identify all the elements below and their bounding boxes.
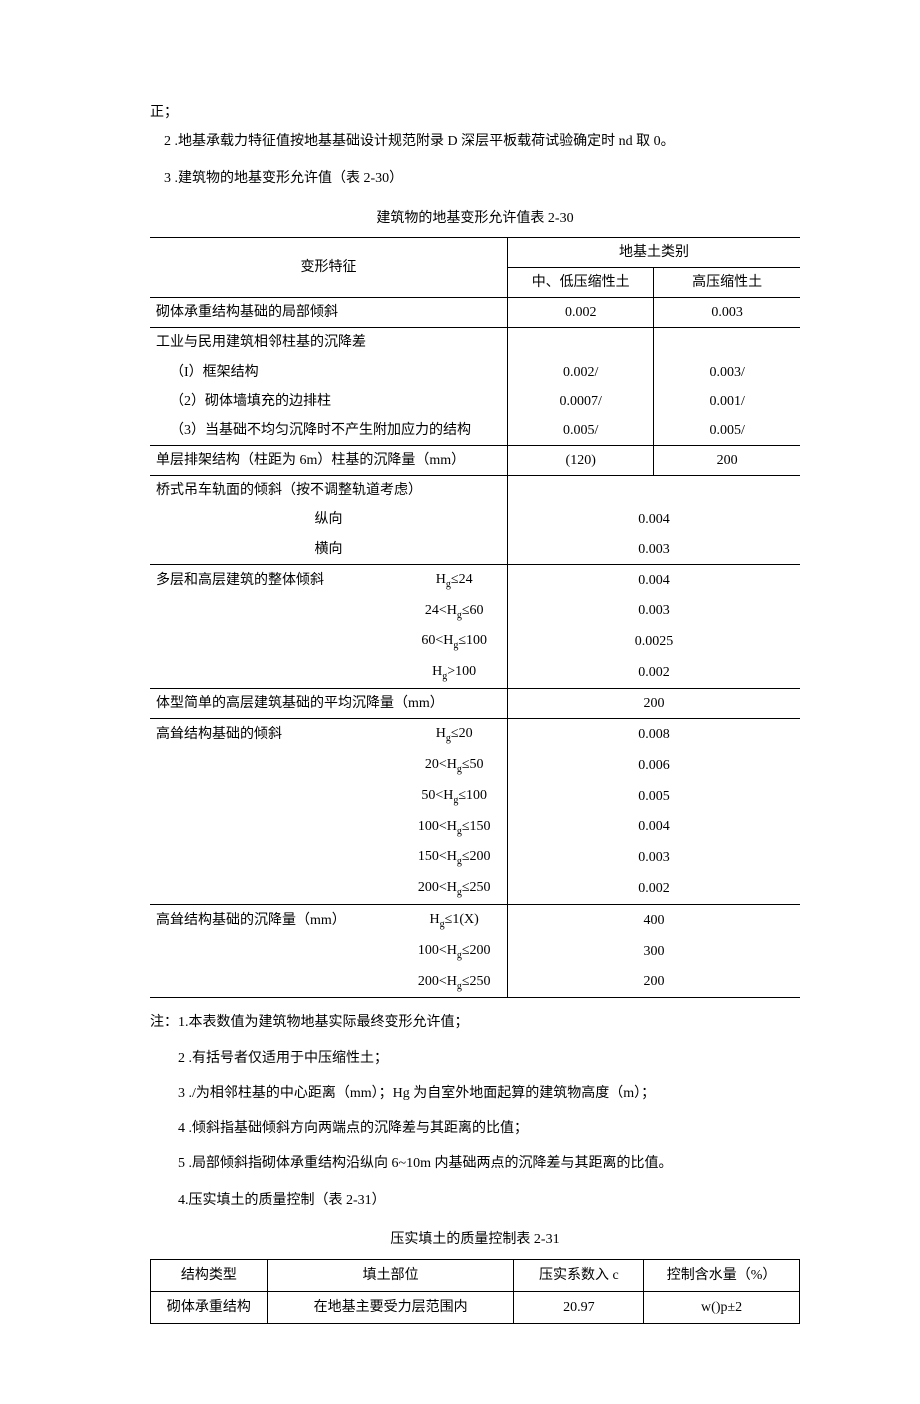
header-low-compress: 中、低压缩性土 bbox=[508, 267, 654, 297]
cell: 0.003 bbox=[508, 535, 800, 565]
row-simple-highrise: 体型简单的高层建筑基础的平均沉降量（mm） bbox=[150, 689, 508, 719]
cond: Hg≤24 bbox=[401, 564, 507, 595]
row-transverse: 横向 bbox=[150, 535, 508, 565]
cell bbox=[150, 873, 401, 904]
cell: 0.001/ bbox=[654, 387, 800, 416]
continuation-text: 正； bbox=[150, 100, 800, 125]
row-local-tilt: 砌体承重结构基础的局部倾斜 bbox=[150, 298, 508, 328]
cell: 0.004 bbox=[508, 812, 800, 843]
table-deformation: 变形特征 地基土类别 中、低压缩性土 高压缩性土 砌体承重结构基础的局部倾斜 0… bbox=[150, 237, 800, 999]
cell: 0.005/ bbox=[508, 416, 654, 446]
cell bbox=[150, 781, 401, 812]
cell: 200 bbox=[654, 446, 800, 476]
cell bbox=[508, 476, 800, 506]
row-longitudinal: 纵向 bbox=[150, 505, 508, 534]
header-structure-type: 结构类型 bbox=[151, 1259, 268, 1291]
cell bbox=[150, 967, 401, 998]
cond: 60<Hg≤100 bbox=[401, 626, 507, 657]
header-high-compress: 高压缩性土 bbox=[654, 267, 800, 297]
cell bbox=[150, 842, 401, 873]
row-tall-tilt: 高耸结构基础的倾斜 bbox=[150, 719, 401, 750]
cond: Hg≤1(X) bbox=[401, 904, 507, 935]
header-moisture-control: 控制含水量（%） bbox=[644, 1259, 800, 1291]
cond: 24<Hg≤60 bbox=[401, 596, 507, 627]
row-single-bent: 单层排架结构（柱距为 6m）柱基的沉降量（mm） bbox=[150, 446, 508, 476]
row-settlement-diff-title: 工业与民用建筑相邻柱基的沉降差 bbox=[150, 328, 508, 358]
cell bbox=[150, 626, 401, 657]
cell: 200 bbox=[508, 689, 800, 719]
cell: 0.002 bbox=[508, 873, 800, 904]
cell: 0.002/ bbox=[508, 358, 654, 387]
cell bbox=[150, 657, 401, 688]
header-fill-location: 填土部位 bbox=[267, 1259, 514, 1291]
paragraph-2: 2 .地基承载力特征值按地基基础设计规范附录 D 深层平板载荷试验确定时 nd … bbox=[150, 129, 800, 154]
note-5: 5 .局部倾斜指砌体承重结构沿纵向 6~10m 内基础两点的沉降差与其距离的比值… bbox=[150, 1151, 800, 1176]
header-soil-category: 地基土类别 bbox=[508, 237, 800, 267]
note-4: 4 .倾斜指基础倾斜方向两端点的沉降差与其距离的比值； bbox=[150, 1116, 800, 1141]
cell: 0.0025 bbox=[508, 626, 800, 657]
cond: Hg≤20 bbox=[401, 719, 507, 750]
note-2: 2 .有括号者仅适用于中压缩性土； bbox=[150, 1046, 800, 1071]
cond: 100<Hg≤150 bbox=[401, 812, 507, 843]
row-no-stress: （3）当基础不均匀沉降时不产生附加应力的结构 bbox=[150, 416, 508, 446]
cond: 20<Hg≤50 bbox=[401, 750, 507, 781]
cell: 0.002 bbox=[508, 298, 654, 328]
cell: 400 bbox=[508, 904, 800, 935]
cell-structure-type: 砌体承重结构 bbox=[151, 1291, 268, 1323]
header-deform: 变形特征 bbox=[150, 237, 508, 297]
row-tall-settlement: 高耸结构基础的沉降量（mm） bbox=[150, 904, 401, 935]
cell-moisture: w()p±2 bbox=[644, 1291, 800, 1323]
cond: 200<Hg≤250 bbox=[401, 967, 507, 998]
paragraph-3: 3 .建筑物的地基变形允许值（表 2-30） bbox=[150, 166, 800, 191]
cell: 0.002 bbox=[508, 657, 800, 688]
cell: 0.003/ bbox=[654, 358, 800, 387]
row-crane-tilt-title: 桥式吊车轨面的倾斜（按不调整轨道考虑） bbox=[150, 476, 508, 506]
cell: 0.003 bbox=[654, 298, 800, 328]
cond: 200<Hg≤250 bbox=[401, 873, 507, 904]
cell: 200 bbox=[508, 967, 800, 998]
cell: (120) bbox=[508, 446, 654, 476]
row-wall-fill: （2）砌体墙填充的边排柱 bbox=[150, 387, 508, 416]
table-compaction: 结构类型 填土部位 压实系数入 c 控制含水量（%） 砌体承重结构 在地基主要受… bbox=[150, 1259, 800, 1324]
cell bbox=[150, 596, 401, 627]
cell bbox=[150, 936, 401, 967]
cell: 0.005 bbox=[508, 781, 800, 812]
cell bbox=[654, 328, 800, 358]
cell: 0.003 bbox=[508, 596, 800, 627]
cond: 50<Hg≤100 bbox=[401, 781, 507, 812]
table-2-title: 压实填土的质量控制表 2-31 bbox=[150, 1227, 800, 1252]
cell bbox=[508, 328, 654, 358]
cond: 150<Hg≤200 bbox=[401, 842, 507, 873]
cell bbox=[150, 812, 401, 843]
cond: Hg>100 bbox=[401, 657, 507, 688]
table-1-title: 建筑物的地基变形允许值表 2-30 bbox=[150, 206, 800, 231]
section-4: 4.压实填土的质量控制（表 2-31） bbox=[178, 1188, 800, 1213]
cell: 0.008 bbox=[508, 719, 800, 750]
note-3: 3 ./为相邻柱基的中心距离（mm）；Hg 为自室外地面起算的建筑物高度（m）； bbox=[150, 1081, 800, 1106]
cell: 0.004 bbox=[508, 564, 800, 595]
cell: 0.003 bbox=[508, 842, 800, 873]
cell: 0.004 bbox=[508, 505, 800, 534]
cond: 100<Hg≤200 bbox=[401, 936, 507, 967]
cell: 300 bbox=[508, 936, 800, 967]
header-compaction-coef: 压实系数入 c bbox=[514, 1259, 644, 1291]
cell-fill-location: 在地基主要受力层范围内 bbox=[267, 1291, 514, 1323]
cell: 0.005/ bbox=[654, 416, 800, 446]
row-multistory-tilt: 多层和高层建筑的整体倾斜 bbox=[150, 564, 401, 595]
note-1: 注：1.本表数值为建筑物地基实际最终变形允许值； bbox=[150, 1010, 800, 1035]
cell: 0.006 bbox=[508, 750, 800, 781]
row-frame: （I）框架结构 bbox=[150, 358, 508, 387]
cell: 0.0007/ bbox=[508, 387, 654, 416]
cell bbox=[150, 750, 401, 781]
cell-compaction: 20.97 bbox=[514, 1291, 644, 1323]
